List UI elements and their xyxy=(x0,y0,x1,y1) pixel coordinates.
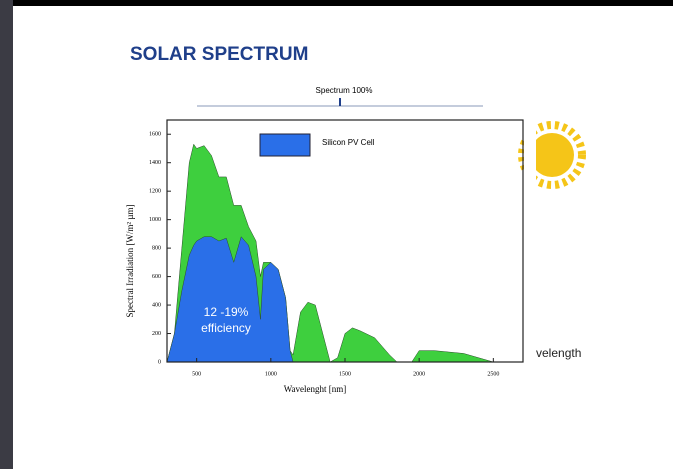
legend-swatch xyxy=(260,134,310,156)
x-tick-label: 2500 xyxy=(487,371,499,377)
page: {"chart_data": {"type": "area", "title":… xyxy=(0,0,673,469)
y-tick-label: 1200 xyxy=(149,189,161,195)
y-tick-label: 1400 xyxy=(149,160,161,166)
side-text: velength xyxy=(536,346,581,360)
title: SOLAR SPECTRUM xyxy=(130,44,308,65)
subtitle: Spectrum 100% xyxy=(316,86,373,95)
slide: SOLAR SPECTRUM Spectrum 100% velength 0 2… xyxy=(0,0,673,469)
x-tick-label: 1000 xyxy=(265,371,277,377)
y-tick-label: 600 xyxy=(152,274,161,280)
slide-bg xyxy=(0,0,673,469)
y-tick-label: 1000 xyxy=(149,217,161,223)
x-tick-label: 2000 xyxy=(413,371,425,377)
top-bar xyxy=(0,0,673,6)
y-tick-label: 200 xyxy=(152,331,161,337)
y-tick-label: 1600 xyxy=(149,132,161,138)
y-tick-label: 0 xyxy=(158,359,161,365)
x-tick-label: 1500 xyxy=(339,371,351,377)
y-tick-label: 400 xyxy=(152,302,161,308)
left-bar xyxy=(0,0,13,469)
y-axis-label: Spectral Irradiation [W/m² µm] xyxy=(125,204,135,317)
x-tick-label: 500 xyxy=(192,371,201,377)
legend-label: Silicon PV Cell xyxy=(322,138,375,147)
y-tick-label: 800 xyxy=(152,245,161,251)
x-axis-label: Wavelenght [nm] xyxy=(284,384,347,394)
